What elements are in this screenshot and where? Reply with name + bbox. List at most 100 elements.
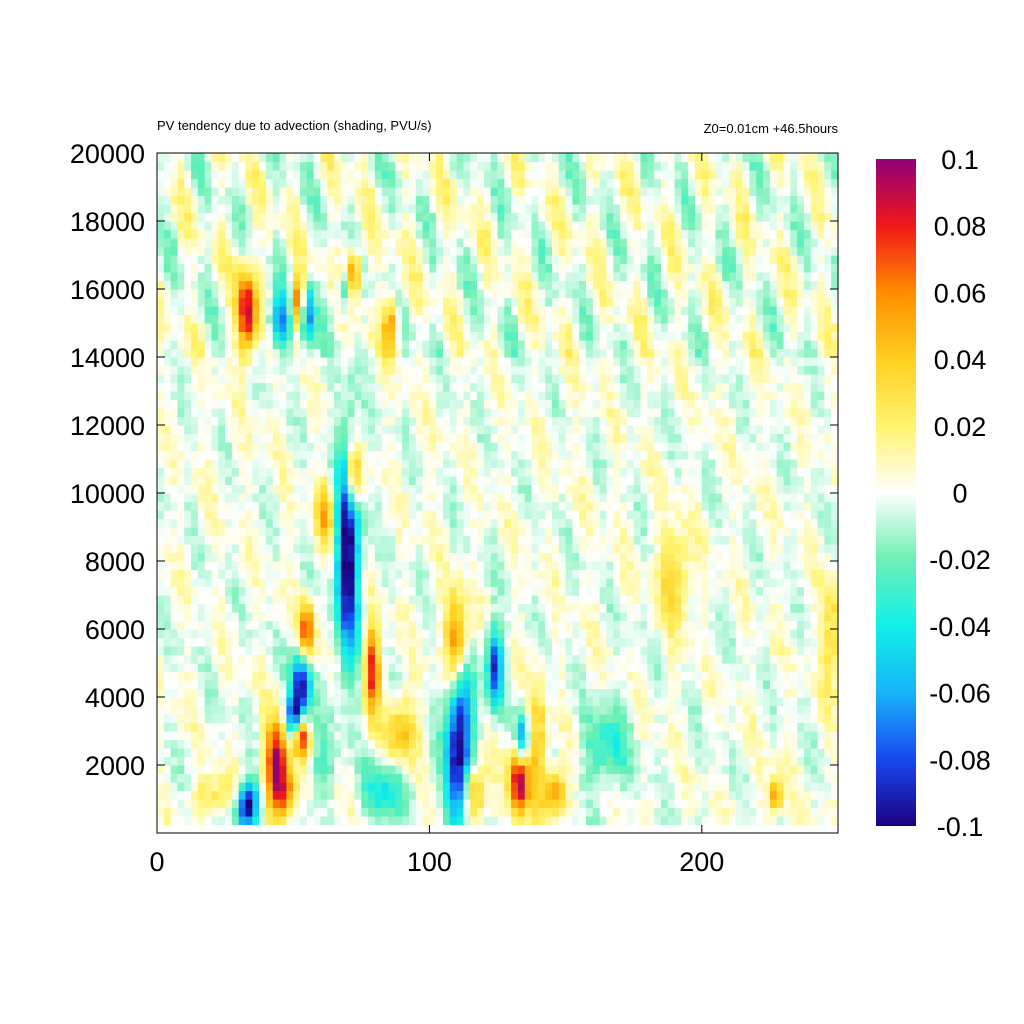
heatmap-cell <box>531 544 539 554</box>
heatmap-cell <box>395 348 403 358</box>
heatmap-cell <box>245 365 253 375</box>
heatmap-cell <box>497 535 505 545</box>
heatmap-cell <box>306 603 315 613</box>
heatmap-cell <box>184 450 192 460</box>
heatmap-cell <box>511 765 519 775</box>
heatmap-cell <box>231 637 240 647</box>
heatmap-cell <box>443 263 451 273</box>
heatmap-cell <box>504 637 512 647</box>
heatmap-cell <box>279 518 287 528</box>
heatmap-cell <box>334 161 342 171</box>
heatmap-cell <box>293 399 301 409</box>
heatmap-cell <box>252 204 260 214</box>
heatmap-cell <box>511 408 519 418</box>
heatmap-cell <box>531 586 539 596</box>
heatmap-cell <box>565 748 574 758</box>
heatmap-cell <box>265 748 274 758</box>
heatmap-cell <box>306 697 315 707</box>
heatmap-cell <box>347 178 356 188</box>
heatmap-cell <box>320 671 328 681</box>
heatmap-cell <box>524 527 533 537</box>
heatmap-cell <box>368 518 376 528</box>
heatmap-cell <box>374 382 383 392</box>
heatmap-cell <box>272 578 281 588</box>
heatmap-cell <box>204 365 213 375</box>
heatmap-cell <box>368 569 376 579</box>
heatmap-cell <box>300 739 308 749</box>
heatmap-cell <box>231 272 240 282</box>
heatmap-cell <box>245 722 253 732</box>
heatmap-cell <box>388 552 396 562</box>
heatmap-cell <box>429 459 437 469</box>
heatmap-cell <box>443 399 451 409</box>
heatmap-cell <box>306 569 315 579</box>
heatmap-cell <box>402 799 410 809</box>
heatmap-cell <box>388 680 396 690</box>
heatmap-cell <box>340 374 349 384</box>
heatmap-cell <box>538 535 546 545</box>
heatmap-cell <box>551 493 560 503</box>
heatmap-cell <box>470 731 478 741</box>
heatmap-cell <box>197 518 206 528</box>
heatmap-cell <box>361 578 369 588</box>
heatmap-cell <box>374 748 383 758</box>
heatmap-cell <box>361 816 369 826</box>
heatmap-cell <box>279 629 287 639</box>
heatmap-cell <box>538 527 546 537</box>
heatmap-cell <box>204 518 213 528</box>
heatmap-cell <box>483 705 492 715</box>
heatmap-cell <box>286 748 294 758</box>
heatmap-cell <box>381 552 390 562</box>
heatmap-cell <box>354 569 362 579</box>
heatmap-cell <box>204 637 213 647</box>
heatmap-cell <box>558 246 567 256</box>
heatmap-cell <box>204 586 213 596</box>
heatmap-cell <box>565 790 574 800</box>
heatmap-cell <box>456 323 465 333</box>
heatmap-cell <box>177 646 185 656</box>
heatmap-cell <box>218 374 226 384</box>
heatmap-cell <box>449 637 458 647</box>
heatmap-cell <box>191 595 199 605</box>
heatmap-cell <box>443 799 451 809</box>
heatmap-cell <box>327 187 335 197</box>
heatmap-cell <box>252 255 260 265</box>
heatmap-cell <box>340 331 349 341</box>
heatmap-cell <box>531 272 539 282</box>
heatmap-cell <box>443 153 451 163</box>
heatmap-cell <box>238 646 247 656</box>
heatmap-cell <box>272 187 281 197</box>
heatmap-cell <box>415 425 424 435</box>
heatmap-cell <box>218 493 226 503</box>
heatmap-cell <box>463 799 471 809</box>
heatmap-cell <box>334 518 342 528</box>
heatmap-cell <box>558 153 567 163</box>
heatmap-cell <box>511 773 519 783</box>
heatmap-cell <box>286 756 294 766</box>
heatmap-cell <box>354 340 362 350</box>
heatmap-cell <box>191 586 199 596</box>
heatmap-cell <box>211 212 219 222</box>
heatmap-cell <box>402 161 410 171</box>
heatmap-cell <box>361 493 369 503</box>
heatmap-cell <box>579 510 587 520</box>
heatmap-cell <box>531 467 539 477</box>
heatmap-cell <box>470 663 478 673</box>
heatmap-cell <box>320 340 328 350</box>
heatmap-cell <box>395 705 403 715</box>
heatmap-cell <box>245 714 253 724</box>
heatmap-cell <box>368 178 376 188</box>
heatmap-cell <box>504 331 512 341</box>
heatmap-cell <box>483 476 492 486</box>
heatmap-cell <box>368 510 376 520</box>
heatmap-cell <box>197 739 206 749</box>
heatmap-cell <box>184 620 192 630</box>
heatmap-cell <box>490 493 499 503</box>
heatmap-cell <box>184 527 192 537</box>
heatmap-cell <box>272 433 281 443</box>
heatmap-cell <box>265 612 274 622</box>
heatmap-cell <box>415 187 424 197</box>
heatmap-cell <box>204 382 213 392</box>
heatmap-cell <box>579 705 587 715</box>
heatmap-cell <box>545 442 553 452</box>
